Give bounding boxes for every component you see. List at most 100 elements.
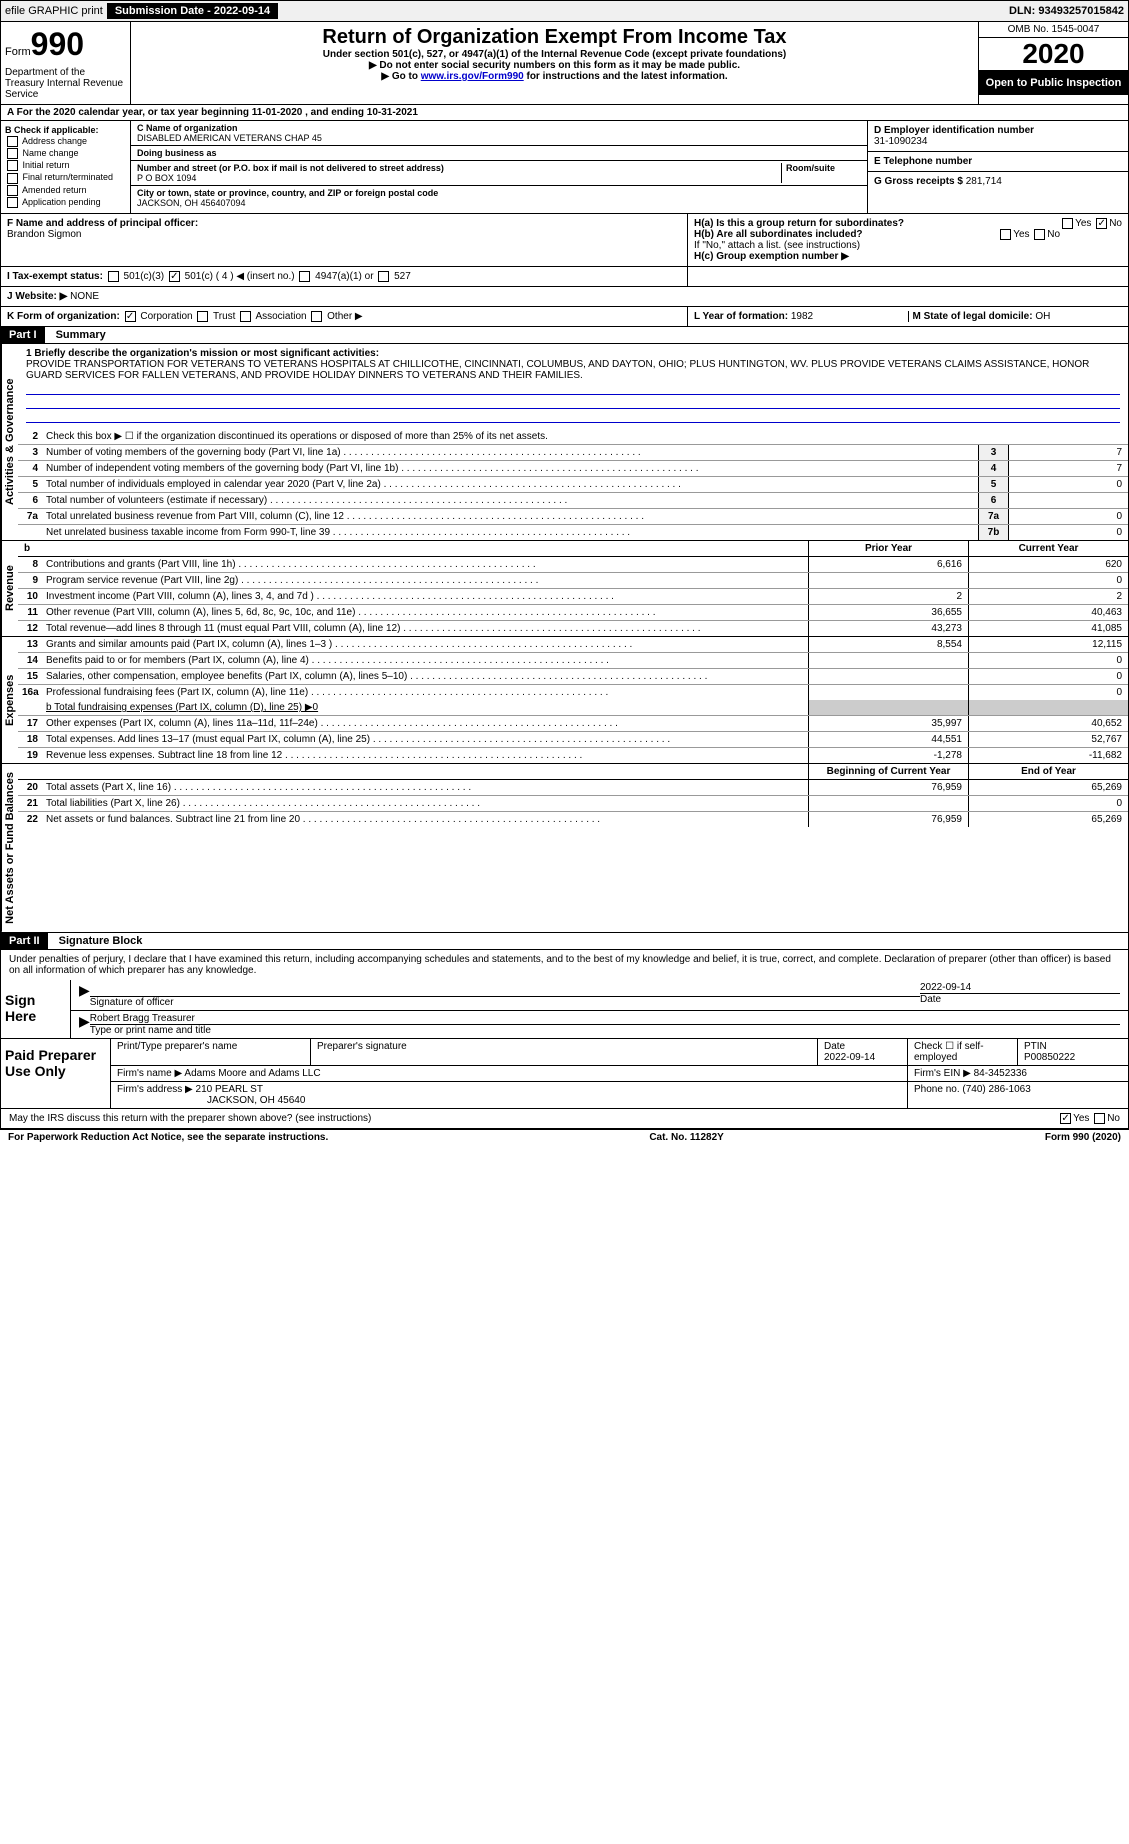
prep-date: 2022-09-14 [824, 1052, 875, 1063]
ha-no-check[interactable] [1096, 218, 1107, 229]
discuss-no-check[interactable] [1094, 1113, 1105, 1124]
opt-assoc: Association [255, 311, 306, 322]
501c-check[interactable] [169, 271, 180, 282]
line-item: Net unrelated business taxable income fr… [18, 525, 1128, 540]
line-item: 6Total number of volunteers (estimate if… [18, 493, 1128, 509]
ein-value: 31-1090234 [874, 136, 927, 147]
domicile: OH [1035, 311, 1050, 322]
city-value: JACKSON, OH 456407094 [137, 198, 861, 208]
firm-addr2: JACKSON, OH 45640 [117, 1095, 305, 1106]
line-item: 18Total expenses. Add lines 13–17 (must … [18, 732, 1128, 748]
officer-typed-name: Robert Bragg Treasurer [90, 1013, 195, 1024]
mission-underline [26, 411, 1120, 423]
gross-receipts-value: 281,714 [966, 176, 1002, 187]
pra-notice: For Paperwork Reduction Act Notice, see … [8, 1132, 328, 1143]
section-de: D Employer identification number 31-1090… [868, 121, 1128, 213]
line-item: 4Number of independent voting members of… [18, 461, 1128, 477]
assoc-check[interactable] [240, 311, 251, 322]
ein-label: D Employer identification number [874, 125, 1034, 136]
firm-phone: (740) 286-1063 [962, 1084, 1030, 1095]
prep-name-label: Print/Type preparer's name [111, 1039, 311, 1065]
year-formation: 1982 [791, 311, 813, 322]
line-item: 11Other revenue (Part VIII, column (A), … [18, 605, 1128, 621]
governance-side-label: Activities & Governance [1, 344, 18, 540]
check-self-employed[interactable]: Check ☐ if self-employed [908, 1039, 1018, 1065]
mission-underline [26, 383, 1120, 395]
discuss-yes-check[interactable] [1060, 1113, 1071, 1124]
domicile-label: M State of legal domicile: [913, 311, 1033, 322]
form-org-label: K Form of organization: [7, 311, 120, 322]
opt-527: 527 [394, 271, 411, 282]
check-amended-return[interactable]: Amended return [5, 185, 126, 196]
website-value: NONE [70, 291, 99, 302]
line-item: 5Total number of individuals employed in… [18, 477, 1128, 493]
irs-link[interactable]: www.irs.gov/Form990 [421, 71, 524, 82]
line-item: 13Grants and similar amounts paid (Part … [18, 637, 1128, 653]
mission-underline [26, 397, 1120, 409]
gross-receipts-label: G Gross receipts $ [874, 176, 963, 187]
declaration-text: Under penalties of perjury, I declare th… [1, 950, 1128, 980]
topbar: efile GRAPHIC print Submission Date - 20… [0, 0, 1129, 22]
form-prefix: Form [5, 46, 31, 58]
check-application-pending[interactable]: Application pending [5, 197, 126, 208]
preparer-grid: Paid Preparer Use Only Print/Type prepar… [1, 1038, 1128, 1108]
expenses-section: Expenses 13Grants and similar amounts pa… [0, 637, 1129, 764]
check-initial-return[interactable]: Initial return [5, 160, 126, 171]
line-item: 3Number of voting members of the governi… [18, 445, 1128, 461]
org-name-label: C Name of organization [137, 123, 861, 133]
paid-preparer-label: Paid Preparer Use Only [1, 1039, 111, 1108]
part2-title: Signature Block [51, 933, 151, 949]
hb-yes: Yes [1013, 229, 1029, 240]
check-name-change[interactable]: Name change [5, 148, 126, 159]
527-check[interactable] [378, 271, 389, 282]
form-number: 990 [31, 26, 84, 62]
opt-501c: 501(c) ( 4 ) ◀ (insert no.) [185, 271, 295, 282]
officer-name: Brandon Sigmon [7, 229, 82, 240]
form-note-ssn: ▶ Do not enter social security numbers o… [135, 60, 974, 71]
dln-label: DLN: 93493257015842 [1009, 5, 1124, 17]
info-grid: B Check if applicable: Address change Na… [0, 121, 1129, 214]
check-final-return[interactable]: Final return/terminated [5, 172, 126, 183]
department-label: Department of the Treasury Internal Reve… [5, 63, 126, 100]
revenue-section: Revenue b Prior Year Current Year 8Contr… [0, 541, 1129, 637]
hb-yes-check[interactable] [1000, 229, 1011, 240]
hb-note: If "No," attach a list. (see instruction… [694, 240, 1122, 251]
corp-check[interactable] [125, 311, 136, 322]
row-j: J Website: ▶ NONE [0, 287, 1129, 307]
part2-tag: Part II [1, 933, 48, 949]
date-label: Date [920, 993, 1120, 1005]
sig-date: 2022-09-14 [920, 982, 971, 993]
ha-label: H(a) Is this a group return for subordin… [694, 218, 904, 229]
501c3-check[interactable] [108, 271, 119, 282]
line-item: 8Contributions and grants (Part VIII, li… [18, 557, 1128, 573]
efile-label: efile GRAPHIC print [5, 5, 103, 17]
form-subtitle: Under section 501(c), 527, or 4947(a)(1)… [135, 49, 974, 60]
opt-corp: Corporation [140, 311, 192, 322]
line-item: 10Investment income (Part VIII, column (… [18, 589, 1128, 605]
line-item: 7aTotal unrelated business revenue from … [18, 509, 1128, 525]
line-item: 19Revenue less expenses. Subtract line 1… [18, 748, 1128, 763]
ha-yes-check[interactable] [1062, 218, 1073, 229]
other-check[interactable] [311, 311, 322, 322]
hb-no-check[interactable] [1034, 229, 1045, 240]
check-address-change[interactable]: Address change [5, 136, 126, 147]
line-item: 17Other expenses (Part IX, column (A), l… [18, 716, 1128, 732]
ptin-label: PTIN [1024, 1041, 1047, 1052]
discuss-label: May the IRS discuss this return with the… [9, 1113, 371, 1124]
part2-header-row: Part II Signature Block [0, 933, 1129, 950]
governance-section: Activities & Governance 1 Briefly descri… [0, 344, 1129, 541]
form-title: Return of Organization Exempt From Incom… [135, 26, 974, 49]
firm-name-label: Firm's name ▶ [117, 1068, 182, 1079]
prior-year-header: Prior Year [808, 541, 968, 556]
4947-check[interactable] [299, 271, 310, 282]
current-year-header: Current Year [968, 541, 1128, 556]
line-item: 12Total revenue—add lines 8 through 11 (… [18, 621, 1128, 636]
part1-title: Summary [48, 327, 114, 343]
line-item: 14Benefits paid to or for members (Part … [18, 653, 1128, 669]
expenses-side-label: Expenses [1, 637, 18, 763]
tax-year: 2020 [979, 38, 1128, 71]
note2-prefix: ▶ Go to [381, 71, 420, 82]
trust-check[interactable] [197, 311, 208, 322]
submission-date-button[interactable]: Submission Date - 2022-09-14 [107, 3, 278, 19]
room-suite-label: Room/suite [781, 163, 861, 183]
